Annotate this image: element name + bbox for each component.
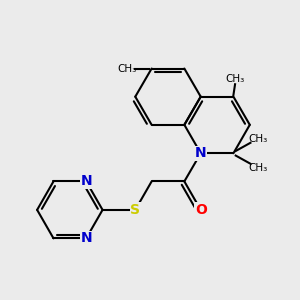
Text: S: S — [130, 203, 140, 217]
Text: CH₃: CH₃ — [248, 163, 268, 173]
Text: CH₃: CH₃ — [118, 64, 137, 74]
Text: CH₃: CH₃ — [225, 74, 245, 84]
Text: N: N — [195, 146, 206, 160]
Text: N: N — [80, 231, 92, 245]
Text: N: N — [80, 174, 92, 188]
Text: CH₃: CH₃ — [248, 134, 268, 143]
Text: O: O — [195, 203, 207, 217]
